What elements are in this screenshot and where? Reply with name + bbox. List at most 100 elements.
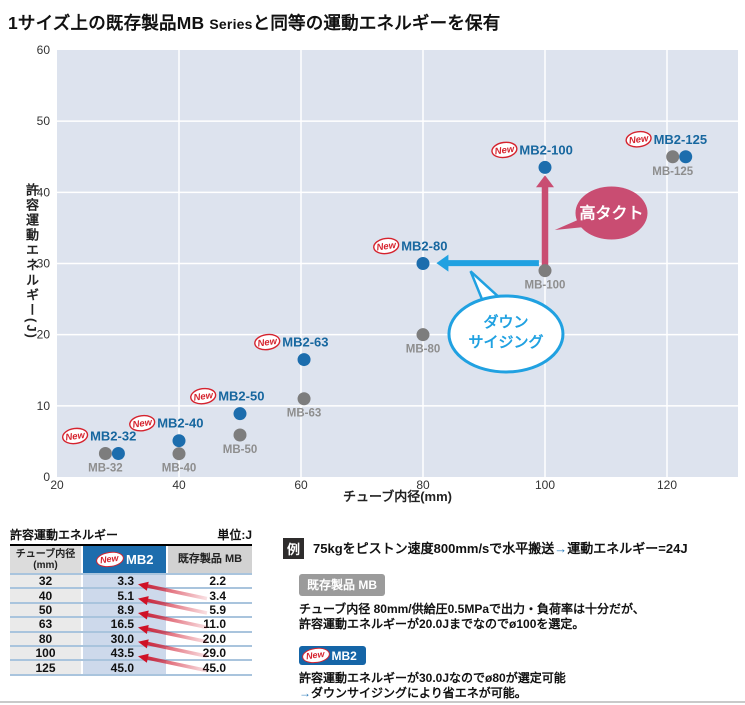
- table-cell: 3.3: [81, 575, 168, 588]
- high-tact-bubble-text: 高タクト: [579, 203, 643, 222]
- svg-text:New: New: [257, 336, 278, 350]
- table-row: 80 30.0 20.0: [10, 633, 252, 647]
- table-cell: 40: [10, 589, 81, 602]
- table-row: 40 5.1 3.4: [10, 589, 252, 604]
- svg-text:New: New: [628, 133, 649, 147]
- svg-text:New: New: [132, 417, 153, 431]
- svg-text:New: New: [376, 240, 397, 254]
- table-row: 125 45.0 45.0: [10, 661, 252, 676]
- right-arrow-icon: →: [299, 686, 311, 700]
- mb2-label-40: MB2-40: [157, 416, 203, 431]
- new-badge-icon: New: [301, 646, 331, 665]
- mb-note-line2: 許容運動エネルギーが20.0Jまでなのでø100を選定。: [299, 617, 585, 631]
- table-cell: 43.5: [81, 647, 168, 660]
- mb2-label-80: MB2-80: [401, 239, 447, 254]
- downsizing-bubble: [447, 294, 565, 374]
- table-header-mb2: New MB2: [81, 546, 168, 573]
- x-tick-label: 40: [172, 478, 186, 492]
- table-row: 63 16.5 11.0: [10, 618, 252, 633]
- mb-dot-100: [538, 264, 552, 278]
- mb2-note-line1: 許容運動エネルギーが30.0Jなのでø80が選定可能: [299, 671, 566, 685]
- x-tick-label: 20: [50, 478, 64, 492]
- table-cell: 16.5: [81, 618, 168, 631]
- mb-dot-50: [233, 428, 247, 442]
- x-tick-label: 60: [294, 478, 308, 492]
- table-row: 100 43.5 29.0: [10, 647, 252, 662]
- table-cell: 8.9: [81, 604, 168, 617]
- new-badge-icon: New: [373, 237, 400, 255]
- mb2-dot-50: [233, 407, 247, 421]
- table-cell: 32: [10, 575, 81, 588]
- table-cell: 80: [10, 633, 81, 645]
- mb2-dot-125: [679, 150, 693, 164]
- table-title: 許容運動エネルギー: [10, 528, 119, 542]
- table-cell: 11.0: [168, 618, 252, 631]
- y-tick-label: 30: [37, 257, 51, 271]
- mb-label-50: MB-50: [223, 444, 258, 456]
- mb-dot-63: [297, 392, 311, 406]
- page-title: 1サイズ上の既存製品MB Seriesと同等の運動エネルギーを保有: [8, 10, 500, 35]
- new-badge-icon: New: [254, 333, 281, 351]
- mb-dot-125: [666, 150, 680, 164]
- mb-label-63: MB-63: [287, 408, 322, 420]
- x-tick-label: 120: [657, 478, 677, 492]
- downsizing-bubble-line1: ダウン: [483, 313, 528, 331]
- energy-table: 許容運動エネルギー 単位:J チューブ内径 (mm) New MB2 既存製品 …: [10, 528, 252, 676]
- table-title-bar: 許容運動エネルギー 単位:J: [10, 528, 252, 546]
- new-badge-icon: New: [491, 141, 518, 159]
- svg-text:New: New: [494, 144, 515, 158]
- table-unit: 単位:J: [217, 528, 252, 542]
- mb2-label-50: MB2-50: [218, 389, 264, 404]
- table-cell: 50: [10, 604, 81, 617]
- x-tick-label: 100: [535, 478, 555, 492]
- y-tick-label: 40: [37, 185, 51, 199]
- mb2-label-63: MB2-63: [282, 335, 328, 350]
- mb2-series-badge: New MB2: [299, 646, 366, 665]
- mb2-dot-40: [172, 434, 186, 448]
- high-tact-bubble: [575, 186, 648, 240]
- mb2-label-32: MB2-32: [90, 429, 136, 444]
- x-tick-label: 80: [416, 478, 430, 492]
- mb2-dot-100: [538, 160, 552, 174]
- example-row: 例 75kgをピストン速度800mm/sで水平搬送→運動エネルギー=24J: [283, 538, 741, 559]
- table-header-mb: 既存製品 MB: [168, 546, 252, 573]
- mb-note-line1: チューブ内径 80mm/供給圧0.5MPaで出力・負荷率は十分だが、: [299, 602, 645, 616]
- mb-label-80: MB-80: [406, 344, 441, 356]
- y-tick-label: 60: [37, 43, 51, 57]
- table-cell: 45.0: [168, 661, 252, 674]
- table-cell: 45.0: [81, 661, 168, 674]
- table-cell: 63: [10, 618, 81, 631]
- page-title-series: Series: [209, 16, 253, 32]
- example-badge: 例: [283, 538, 304, 559]
- y-tick-label: 0: [43, 470, 50, 484]
- x-axis-title: チューブ内径(mm): [343, 489, 452, 504]
- table-cell: 5.9: [168, 604, 252, 617]
- table-cell: 2.2: [168, 575, 252, 588]
- table-row: 50 8.9 5.9: [10, 604, 252, 619]
- mb2-label-100: MB2-100: [519, 142, 572, 157]
- new-badge-icon: New: [61, 427, 89, 445]
- mb2-dot-80: [416, 257, 430, 270]
- mb-label-32: MB-32: [88, 463, 123, 475]
- table-cell: 29.0: [168, 647, 252, 660]
- example-line: 75kgをピストン速度800mm/sで水平搬送→運動エネルギー=24J: [313, 541, 688, 556]
- mb-note: チューブ内径 80mm/供給圧0.5MPaで出力・負荷率は十分だが、 許容運動エ…: [299, 602, 741, 632]
- new-badge-icon: New: [190, 387, 217, 405]
- new-badge-icon: New: [129, 414, 156, 432]
- svg-text:New: New: [65, 430, 86, 444]
- table-header-bore: チューブ内径 (mm): [10, 546, 81, 573]
- table-header-row: チューブ内径 (mm) New MB2 既存製品 MB: [10, 546, 252, 575]
- table-cell: 125: [10, 661, 81, 674]
- high-tact-arrowhead: [536, 175, 554, 188]
- downsizing-arrowhead: [436, 254, 449, 272]
- table-cell: 100: [10, 647, 81, 660]
- mb2-dot-63: [297, 353, 311, 367]
- footer-divider: [0, 701, 745, 703]
- page-title-part3: と同等の運動エネルギーを保有: [252, 13, 501, 33]
- mb2-note: 許容運動エネルギーが30.0Jなのでø80が選定可能 →ダウンサイジングにより省…: [299, 671, 741, 701]
- y-tick-label: 20: [37, 328, 51, 342]
- page-title-part1: 1サイズ上の既存製品MB: [8, 13, 210, 33]
- mb2-dot-32: [111, 447, 125, 461]
- right-arrow-icon: →: [554, 541, 568, 556]
